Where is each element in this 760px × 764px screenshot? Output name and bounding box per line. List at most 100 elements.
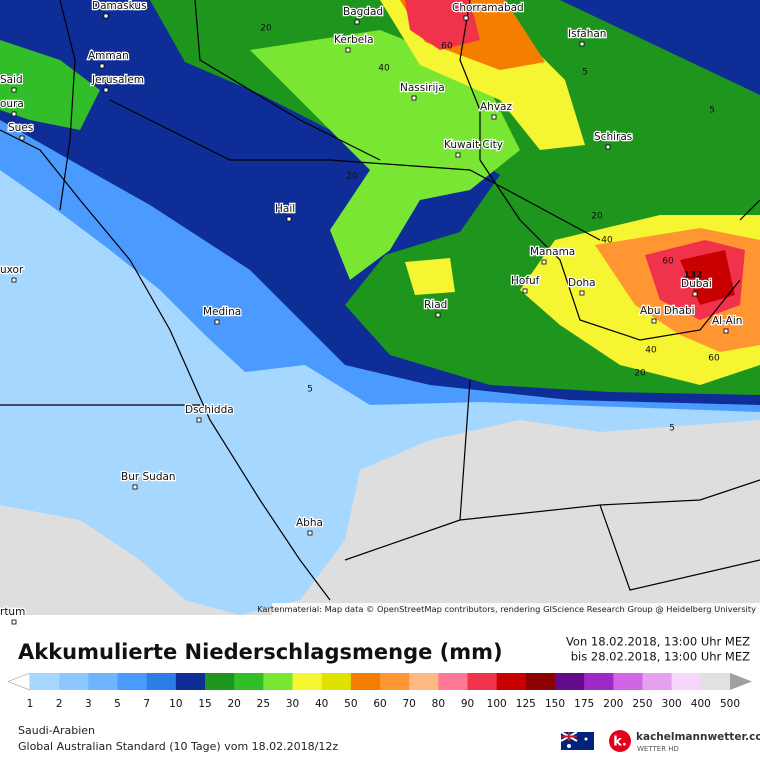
- colorbar-label: 25: [257, 698, 270, 710]
- city-label: Nassirija: [400, 82, 445, 94]
- city-marker: [354, 19, 360, 25]
- city-marker: [605, 144, 611, 150]
- city-marker: [11, 619, 17, 625]
- city-label: Manama: [530, 246, 575, 258]
- colorbar-label: 200: [603, 698, 623, 710]
- contour-label: 5: [582, 68, 588, 78]
- city-marker: [99, 63, 105, 69]
- city-marker: [491, 114, 497, 120]
- logo-name[interactable]: kachelmannwetter.com: [636, 731, 760, 743]
- contour-label: 60: [662, 257, 674, 267]
- contour-label: 40: [601, 236, 613, 246]
- colorbar-box: [438, 673, 468, 690]
- city-label: Schiras: [594, 131, 632, 143]
- city-label: Riad: [424, 299, 447, 311]
- city-marker: [286, 216, 292, 222]
- colorbar-label: 300: [662, 698, 682, 710]
- contour-label: 132: [684, 271, 703, 281]
- legend-title: Akkumulierte Niederschlagsmenge (mm): [18, 640, 503, 664]
- city-label: Sues: [8, 122, 33, 134]
- contour-label: 5: [307, 385, 313, 395]
- colorbar: 1 2 3 5 7 10 15 20 25 30 40 50 60 70 80 90 100 125 150 175 2…: [7, 672, 752, 710]
- city-marker: [11, 277, 17, 283]
- city-marker: [579, 41, 585, 47]
- colorbar-box: [59, 673, 89, 690]
- city-label: uxor: [0, 264, 24, 276]
- city-label: Abha: [296, 517, 323, 529]
- colorbar-label: 3: [85, 698, 92, 710]
- colorbar-box: [525, 673, 556, 690]
- colorbar-box: [409, 673, 439, 690]
- colorbar-label: 175: [574, 698, 594, 710]
- colorbar-box: [671, 673, 702, 690]
- colorbar-box: [263, 673, 293, 690]
- city-label: Bur Sudan: [121, 471, 176, 483]
- colorbar-box: [292, 673, 322, 690]
- city-marker: [103, 87, 109, 93]
- colorbar-box: [467, 673, 497, 690]
- contour-label: 40: [645, 346, 657, 356]
- contour-label: 5: [669, 424, 675, 434]
- city-marker: [692, 291, 698, 297]
- contour-label: 20: [591, 212, 603, 222]
- colorbar-box: [205, 673, 235, 690]
- city-marker: [196, 417, 202, 423]
- logo-mark: k.: [613, 735, 627, 750]
- colorbar-label: 30: [286, 698, 299, 710]
- attribution-bg: [272, 603, 760, 615]
- border: [59, 0, 76, 211]
- colorbar-box: [30, 673, 60, 690]
- border: [599, 504, 760, 591]
- colorbar-box: [555, 673, 585, 690]
- colorbar-box: [700, 673, 731, 690]
- city-marker: [579, 290, 585, 296]
- colorbar-box: [380, 673, 410, 690]
- coast: [479, 159, 741, 341]
- model-run: Global Australian Standard (10 Tage) vom…: [18, 740, 338, 753]
- city-label: Chorramabad: [452, 2, 524, 14]
- precip-area: [405, 258, 455, 295]
- city-marker: [455, 152, 461, 158]
- colorbar-box: [584, 673, 614, 690]
- city-label: Isfahan: [568, 28, 606, 40]
- contour-label: 60: [441, 42, 453, 52]
- colorbar-label: 7: [143, 698, 150, 710]
- colorbar-label: 100: [487, 698, 507, 710]
- city-marker: [11, 87, 17, 93]
- colorbar-over: [730, 673, 752, 690]
- border: [459, 0, 481, 160]
- city-label: Al-Ain: [712, 315, 742, 327]
- colorbar-label: 40: [315, 698, 328, 710]
- border: [739, 199, 760, 221]
- colorbar-label: 150: [545, 698, 565, 710]
- colorbar-box: [146, 673, 177, 690]
- city-label: Dschidda: [185, 404, 234, 416]
- logo-tagline: WETTER HD: [637, 745, 679, 753]
- city-marker: [214, 319, 220, 325]
- city-label: Dubai: [681, 278, 712, 290]
- colorbar-box: [496, 673, 527, 690]
- precip-area: [405, 0, 480, 50]
- border: [459, 379, 471, 521]
- colorbar-label: 50: [344, 698, 357, 710]
- contour-label: 60: [708, 354, 720, 364]
- city-marker: [307, 530, 313, 536]
- borders: [0, 0, 760, 601]
- border: [194, 0, 381, 161]
- colorbar-box: [350, 673, 381, 690]
- attribution: Kartenmaterial: Map data © OpenStreetMap…: [257, 604, 756, 614]
- coast: [0, 129, 331, 601]
- colorbar-box: [117, 673, 147, 690]
- flag-star: [567, 744, 571, 748]
- colorbar-box: [642, 673, 672, 690]
- colorbar-label: 90: [461, 698, 474, 710]
- colorbar-label: 400: [691, 698, 711, 710]
- colorbar-label: 1: [27, 698, 34, 710]
- city-label: oura: [0, 98, 24, 110]
- period-to: bis 28.02.2018, 13:00 Uhr MEZ: [571, 650, 750, 664]
- colorbar-box: [321, 673, 352, 690]
- city-label: Hail: [275, 203, 295, 215]
- colorbar-box: [234, 673, 264, 690]
- colorbar-label: 5: [114, 698, 121, 710]
